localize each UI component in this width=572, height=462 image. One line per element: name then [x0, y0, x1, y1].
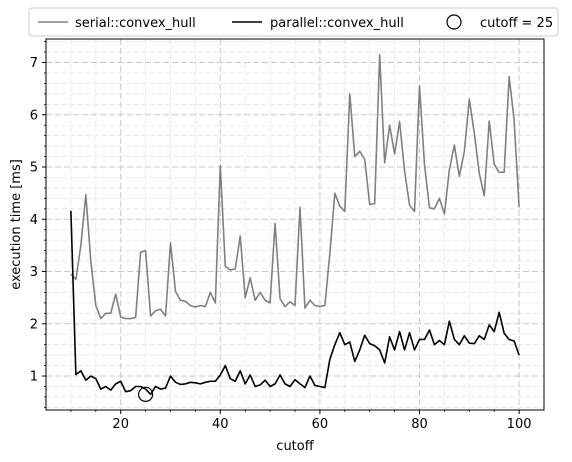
legend: serial::convex_hull parallel::convex_hul… [28, 7, 559, 37]
x-tick-label: 100 [507, 417, 532, 432]
x-tick-label: 40 [212, 417, 229, 432]
y-tick-label: 5 [30, 161, 38, 176]
x-tick-label: 20 [112, 417, 129, 432]
legend-parallel-label: parallel::convex_hull [270, 16, 404, 31]
y-tick-label: 1 [30, 370, 38, 385]
y-axis-title: execution time [ms] [9, 159, 24, 290]
y-tick-label: 7 [30, 56, 38, 71]
x-axis-title: cutoff [276, 439, 314, 454]
y-tick-label: 4 [30, 213, 38, 228]
y-tick-label: 3 [30, 265, 38, 280]
y-tick-label: 2 [30, 317, 38, 332]
legend-cutoff-label: cutoff = 25 [480, 16, 553, 31]
serial-series-line [70, 53, 520, 320]
legend-box [28, 7, 559, 37]
x-tick-label: 60 [312, 417, 329, 432]
y-tick-label: 6 [30, 108, 38, 123]
cutoff-marker [138, 386, 154, 402]
series-layer [70, 53, 520, 396]
legend-serial-label: serial::convex_hull [75, 16, 196, 31]
parallel-series-line [70, 210, 520, 396]
major-grid [46, 39, 544, 410]
x-axis: 20 40 60 80 100 [70, 410, 532, 432]
legend-cutoff-marker [446, 14, 462, 30]
x-tick-label: 80 [411, 417, 428, 432]
y-axis: 1 2 3 4 5 6 7 [30, 41, 46, 408]
marker-layer [138, 386, 154, 402]
